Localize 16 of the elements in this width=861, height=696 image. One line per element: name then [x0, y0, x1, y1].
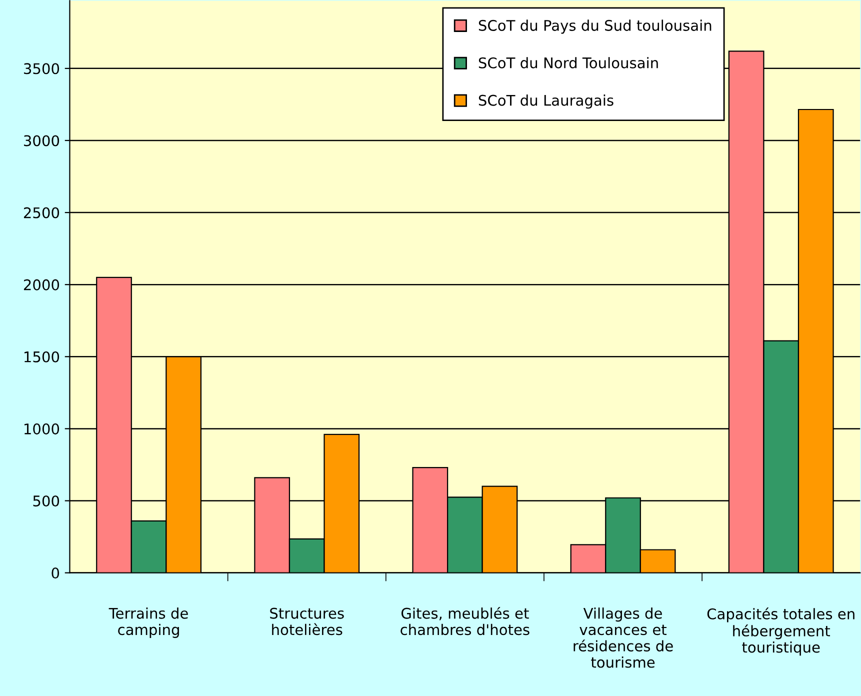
legend-label: SCoT du Nord Toulousain [478, 57, 658, 68]
x-tick-label: Structures hotelières [270, 608, 344, 636]
y-tick-label: 1000 [24, 423, 60, 434]
legend-label: SCoT du Lauragais [478, 94, 614, 109]
y-tick-label: 3000 [24, 135, 60, 146]
y-tick-label: 500 [33, 495, 60, 506]
y-tick-label: 3500 [24, 63, 60, 74]
y-tick-label: 2000 [24, 279, 60, 290]
x-tick-label: Villages de vacances et résidences de tourisme [574, 608, 673, 668]
legend-label: SCoT du Pays du Sud toulousain [478, 20, 712, 34]
x-tick-label: Capacités totales en hébergement touristique [707, 608, 854, 656]
x-tick-label: Terrains de camping [108, 608, 188, 638]
y-tick-label: 0 [52, 568, 60, 579]
y-tick-label: 1500 [24, 351, 60, 362]
x-tick-label: Gites, meublés et chambres d'hotes [400, 606, 530, 636]
y-tick-label: 2500 [24, 207, 60, 218]
